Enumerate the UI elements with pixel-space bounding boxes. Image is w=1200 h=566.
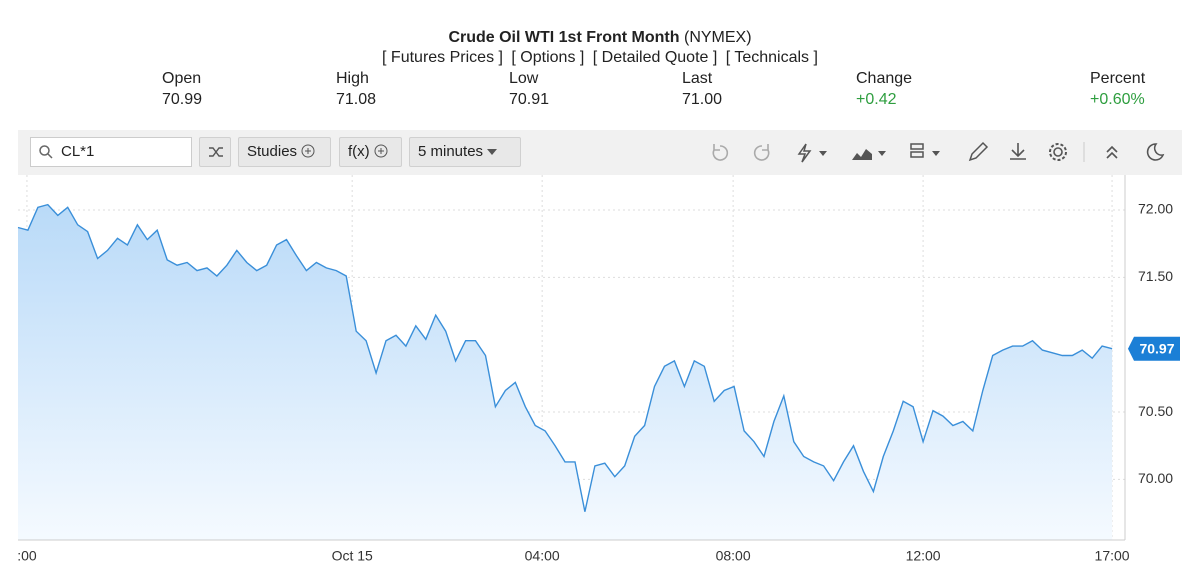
x-tick-label: 04:00	[525, 548, 560, 564]
studies-button[interactable]: Studies	[238, 137, 331, 167]
quote-label: Last	[682, 70, 713, 87]
last-price-label: 70.97	[1139, 340, 1174, 356]
area-fill	[18, 204, 1113, 540]
quote-value: 70.91	[509, 91, 550, 108]
functions-button[interactable]: f(x)	[339, 137, 402, 167]
studies-text: Studies	[247, 143, 298, 160]
shuffle-icon	[209, 147, 223, 157]
functions-text: f(x)	[348, 143, 370, 160]
links: [ Futures Prices ] [ Options ] [ Detaile…	[0, 49, 1200, 67]
symbol-search[interactable]: CL*1	[30, 137, 192, 167]
interval-button[interactable]: 5 minutes	[409, 137, 521, 167]
y-tick-label: 72.00	[1138, 201, 1173, 217]
quote-value: 70.99	[162, 91, 203, 108]
title-line: Crude Oil WTI 1st Front Month (NYMEX)	[0, 29, 1200, 47]
quote-label: High	[336, 70, 369, 87]
last-price-tag	[1128, 336, 1180, 361]
quote-label: Low	[509, 70, 539, 87]
tool-icons[interactable]	[708, 140, 1168, 166]
x-tick-label: 12:00	[906, 548, 941, 564]
quote-value: +0.42	[856, 91, 897, 108]
search-icon	[39, 145, 53, 159]
plus-icon	[301, 144, 315, 158]
exchange: (NYMEX)	[683, 29, 752, 46]
compare-button[interactable]	[199, 137, 231, 167]
y-tick-label: 71.50	[1138, 268, 1173, 284]
link[interactable]: [ Detailed Quote ]	[592, 49, 718, 66]
y-tick-label: 70.50	[1138, 403, 1173, 419]
x-tick-label: :00	[17, 548, 37, 564]
toolbar: CL*1 Studies f(x) 5 minutes	[18, 130, 1182, 175]
x-tick-label: 08:00	[716, 548, 751, 564]
quote-label: Change	[856, 70, 913, 87]
quote-value: 71.00	[682, 91, 723, 108]
link[interactable]: [ Technicals ]	[725, 49, 818, 66]
x-tick-label: 17:00	[1095, 548, 1130, 564]
y-tick-label: 70.00	[1138, 470, 1173, 486]
quote-value: 71.08	[336, 91, 377, 108]
interval-text: 5 minutes	[418, 143, 484, 160]
quote-value: +0.60%	[1090, 91, 1145, 108]
caret	[487, 149, 498, 155]
link[interactable]: [ Options ]	[511, 49, 585, 66]
quote-label: Percent	[1090, 70, 1146, 87]
x-tick-label: Oct 15	[332, 548, 373, 564]
price-line	[17, 203, 1113, 512]
link[interactable]: [ Futures Prices ]	[382, 49, 503, 66]
quote-label: Open	[162, 70, 202, 87]
plus-icon	[374, 144, 388, 158]
title: Crude Oil WTI 1st Front Month	[448, 29, 680, 46]
